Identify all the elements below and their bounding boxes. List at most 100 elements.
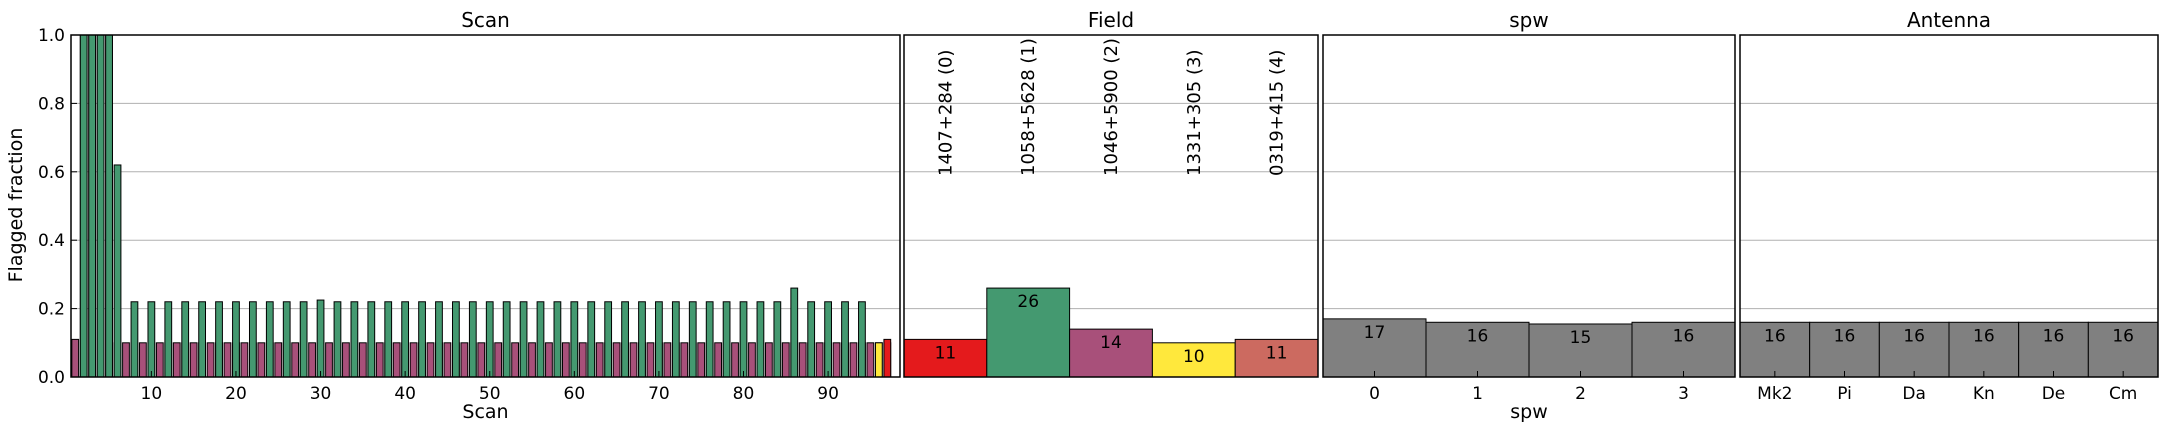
bar-scan [638,301,646,378]
bar-value-label: 26 [1017,292,1039,312]
bar-value-label: 16 [1903,326,1925,346]
panel-title: Scan [461,8,510,32]
bar-scan [443,342,452,378]
bar-scan [248,301,257,378]
x-tick-label: De [2042,384,2066,404]
bar-antenna [2087,321,2159,378]
x-axis-label: Scan [462,401,508,423]
bar-scan [595,342,604,378]
bar-scan [722,301,731,378]
bar-scan [849,342,858,378]
x-axis-label: spw [1510,401,1548,423]
bar-scan [866,342,875,378]
bar-scan [232,301,240,378]
y-axis: Flagged fraction [5,128,27,283]
bar-scan [731,342,739,378]
bar-scan [807,301,816,378]
bar-scan [545,342,553,378]
bar-scan [646,342,655,378]
bar-scan [358,342,367,378]
bar-value-label: 11 [935,343,957,363]
bar-scan [367,301,376,378]
bar-scan [265,301,274,378]
bar-scan [147,301,156,378]
bar-scan [671,301,680,378]
bar-value-label: 16 [1467,326,1489,346]
panel-title: spw [1509,8,1548,32]
bar-scan [139,342,147,378]
bar-scan [663,342,672,378]
bar-scan [299,301,308,378]
bar-scan [587,301,596,378]
bar-scan [485,301,494,378]
bar-scan [841,301,849,378]
panel-spw: spw 17 0 16 1 15 2 16 3 spw [1322,8,1736,423]
bar-value-label: 16 [2112,326,2134,346]
bar-scan [215,301,223,378]
bar-scan [71,338,80,378]
bar-scan [739,301,748,378]
bar-scan [164,301,173,378]
bar-value-label: 16 [1673,326,1695,346]
y-axis-label: Flagged fraction [5,128,27,283]
y-tick-label: 0.2 [38,300,65,320]
panel-field: Field 11 1407+284 (0) 26 1058+5628 (1) 14 1046… [903,8,1319,378]
field-category-label: 1046+5900 (2) [1101,38,1122,176]
panel-antenna: Antenna 16 Mk2 16 Pi 16 Da 16 Kn 16 De 16 Cm [1739,8,2159,404]
x-tick-label: 3 [1678,384,1689,404]
bar-scan [629,342,638,378]
bar-scan [375,342,384,378]
bar-scan [824,301,832,378]
y-tick-label: 0.8 [38,94,65,114]
bar-scan [105,34,113,378]
x-tick-label: 1 [1472,384,1483,404]
bar-scan [705,301,714,378]
bar-scan [764,342,773,378]
bar-scan [570,301,579,378]
x-tick-label: Kn [1973,384,1995,404]
panel-title: Field [1088,8,1134,32]
x-tick-label: 10 [141,384,163,404]
x-tick-label: 2 [1575,384,1586,404]
bar-scan [815,342,824,378]
bar-scan [528,342,536,378]
bar-scan [333,301,342,378]
bar-scan [316,299,325,378]
bar-scan [155,342,164,378]
panel-frame [70,34,901,378]
bar-scan [198,301,207,378]
bar-scan [122,342,130,378]
x-tick-label: 40 [394,384,416,404]
bar-scan [308,342,316,378]
bar-antenna [1739,321,1811,378]
bar-scan [206,342,215,378]
field-category-label: 1407+284 (0) [935,50,956,176]
bar-scan [325,342,333,378]
bar-value-label: 16 [1764,326,1786,346]
bar-scan [113,164,122,378]
bar-value-label: 16 [1973,326,1995,346]
bar-value-label: 16 [1834,326,1856,346]
x-tick-label: Da [1902,384,1926,404]
bar-scan [79,34,88,378]
bar-scan [502,301,511,378]
bar-scan [688,301,697,378]
bar-scan [384,301,393,378]
y-tick-label: 0.0 [38,368,65,388]
x-tick-label: Pi [1837,384,1852,404]
bar-value-label: 17 [1364,323,1386,343]
bar-scan [883,338,892,378]
bar-scan [468,301,477,378]
x-tick-label: 0 [1369,384,1380,404]
bar-scan [604,301,613,378]
x-tick-label: 50 [479,384,501,404]
bar-scan [553,301,562,378]
y-tick-label: 1.0 [38,26,65,46]
bar-scan [536,301,545,378]
bar-scan [578,342,587,378]
bar-scan [798,342,807,378]
bar-scan [452,301,460,378]
bar-scan [748,342,756,378]
bar-scan [274,342,283,378]
